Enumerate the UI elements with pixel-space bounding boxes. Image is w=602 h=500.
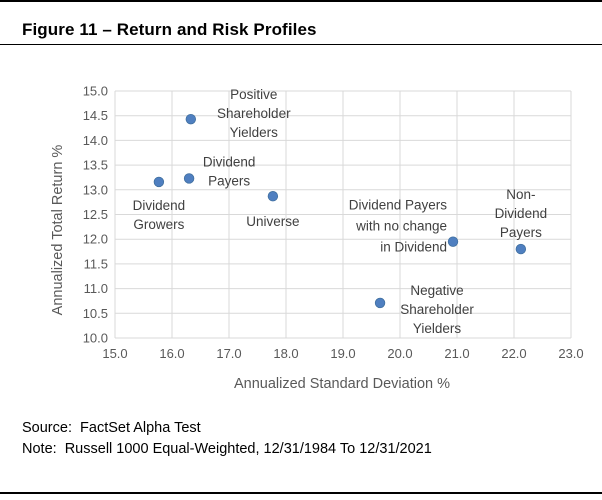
data-points — [153, 113, 527, 309]
point-label-line: Non- — [506, 187, 535, 202]
point-label-line: with no change — [355, 219, 447, 234]
point-label-line: Dividend — [133, 198, 186, 213]
point-label-line: Positive — [230, 87, 277, 102]
y-tick-label: 11.0 — [84, 281, 108, 296]
y-axis-title: Annualized Total Return % — [50, 145, 66, 316]
point-label-line: Shareholder — [217, 106, 291, 121]
y-tick-label: 14.0 — [83, 133, 108, 148]
top-rule — [0, 0, 602, 2]
x-tick-label: 17.0 — [216, 346, 241, 361]
point-label-line: Negative — [410, 283, 463, 298]
data-point — [183, 173, 195, 184]
x-tick-label: 18.0 — [273, 346, 298, 361]
x-tick-label: 16.0 — [159, 346, 184, 361]
point-label-line: Yielders — [413, 321, 462, 336]
point-label-line: Payers — [208, 173, 250, 188]
point-label: Dividend Growers — [133, 198, 186, 232]
y-tick-label: 15.0 — [83, 84, 108, 99]
data-point — [374, 297, 386, 309]
data-point — [153, 176, 165, 188]
point-label: Negative Shareholder Yielders — [400, 283, 474, 336]
data-point — [267, 191, 279, 202]
data-point — [185, 113, 197, 125]
x-axis-title: Annualized Standard Deviation % — [234, 376, 450, 392]
point-label-line: Yielders — [230, 125, 279, 140]
y-tick-label: 10.5 — [83, 306, 108, 321]
bottom-rule — [0, 492, 602, 494]
figure-title: Figure 11 – Return and Risk Profiles — [22, 20, 317, 39]
x-tick-label: 20.0 — [387, 346, 412, 361]
y-tick-label: 12.0 — [83, 232, 108, 247]
point-label: Dividend Payers with no change in Dividend — [349, 198, 448, 255]
y-tick-label: 14.5 — [83, 108, 108, 123]
y-tick-label: 10.0 — [83, 331, 108, 346]
grid-lines — [114, 90, 572, 339]
title-rule — [0, 44, 602, 45]
point-label: Universe — [246, 214, 299, 229]
point-label-line: Shareholder — [400, 302, 474, 317]
point-label: Dividend Payers — [203, 154, 256, 188]
index-note: Note: Russell 1000 Equal-Weighted, 12/31… — [22, 441, 432, 457]
figure-notes: Source: FactSet Alpha Test Note: Russell… — [22, 418, 432, 460]
point-label: Non- Dividend Payers — [495, 187, 548, 240]
x-tick-label: 21.0 — [444, 346, 469, 361]
point-label-line: Dividend Payers — [349, 198, 448, 213]
point-label-line: Growers — [133, 217, 184, 232]
point-label-line: Dividend — [495, 206, 548, 221]
point-label-line: Universe — [246, 214, 299, 229]
point-label: Positive Shareholder Yielders — [217, 87, 291, 140]
y-tick-label: 12.5 — [83, 207, 108, 222]
data-point — [515, 243, 527, 255]
x-tick-label: 19.0 — [330, 346, 355, 361]
data-point — [447, 236, 459, 247]
y-tick-label: 11.5 — [84, 256, 108, 271]
point-labels: Positive Shareholder Yielders Dividend Payer… — [133, 87, 547, 336]
y-tick-label: 13.0 — [83, 182, 108, 197]
x-axis-ticks: 15.0 16.0 17.0 18.0 19.0 20.0 21.0 22.0 23.0 — [102, 346, 583, 361]
y-axis-ticks: 10.0 10.5 11.0 11.5 12.0 12.5 13.0 13.5 14.0 14.5… — [83, 84, 108, 346]
x-tick-label: 15.0 — [102, 346, 127, 361]
point-label-line: Payers — [500, 225, 542, 240]
scatter-chart: 10.0 10.5 11.0 11.5 12.0 12.5 13.0 13.5 14.0 14.5… — [50, 84, 584, 393]
source-note: Source: FactSet Alpha Test — [22, 420, 201, 436]
x-tick-label: 22.0 — [501, 346, 526, 361]
point-label-line: in Dividend — [380, 240, 447, 255]
point-label-line: Dividend — [203, 154, 256, 169]
x-tick-label: 23.0 — [558, 346, 583, 361]
y-tick-label: 13.5 — [83, 158, 108, 173]
